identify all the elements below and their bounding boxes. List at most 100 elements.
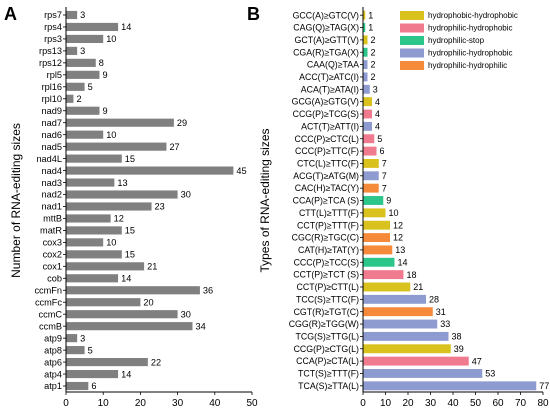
value-label: 5	[88, 82, 93, 92]
value-label: 3	[80, 10, 85, 20]
value-label: 18	[407, 270, 417, 280]
value-label: 15	[125, 250, 135, 260]
category-label: CAG(Q)≥TAG(X)	[293, 23, 359, 33]
bar-22	[66, 262, 145, 271]
value-label: 4	[375, 97, 380, 107]
value-label: 12	[393, 233, 403, 243]
category-label: CAC(H)≥TAC(Y)	[295, 183, 359, 193]
value-label: 15	[125, 226, 135, 236]
category-label: rps13	[39, 46, 62, 56]
category-label: ccmB	[39, 321, 62, 331]
legend-label: hydrophilic-hydrophilic	[428, 61, 507, 70]
value-label: 31	[436, 307, 446, 317]
category-label: rps3	[44, 34, 62, 44]
x-tick-label: 30	[172, 398, 184, 409]
value-label: 28	[429, 294, 439, 304]
bar-4	[66, 46, 78, 55]
category-label: atp9	[44, 333, 62, 343]
bar-9	[363, 109, 372, 119]
value-label: 53	[485, 369, 495, 379]
bar-20	[66, 238, 104, 247]
category-label: nad4L	[36, 154, 62, 164]
category-label: GCC(A)≥GTC(V)	[293, 10, 359, 20]
category-label: rpl10	[42, 94, 62, 104]
category-label: CTC(L)≥TTC(F)	[297, 159, 359, 169]
bar-19	[363, 233, 390, 243]
bar-25	[363, 307, 433, 317]
value-label: 33	[440, 319, 450, 329]
value-label: 34	[195, 321, 205, 331]
category-label: CCC(P)≥TCC(S)	[294, 257, 359, 267]
bar-23	[363, 282, 411, 292]
value-label: 9	[386, 196, 391, 206]
category-label: TCG(S)≥TTG(L)	[296, 331, 360, 341]
bar-11	[363, 134, 375, 144]
panel-label: A	[4, 4, 17, 24]
bar-4	[363, 47, 368, 57]
bar-12	[363, 146, 377, 156]
value-label: 2	[371, 72, 376, 82]
bar-15	[66, 178, 115, 187]
category-label: CCT(P)≥TCT (S)	[293, 270, 359, 280]
value-label: 45	[236, 166, 246, 176]
bar-25	[66, 298, 141, 307]
bar-26	[363, 319, 438, 329]
bar-23	[66, 274, 119, 283]
value-label: 1	[368, 10, 373, 20]
bar-26	[66, 310, 178, 319]
bar-16	[66, 190, 178, 199]
category-label: mttB	[43, 214, 62, 224]
value-label: 27	[169, 142, 179, 152]
category-label: cox1	[43, 262, 62, 272]
value-label: 39	[454, 344, 464, 354]
bar-18	[363, 220, 390, 230]
bar-17	[66, 202, 152, 211]
category-label: ccmFc	[35, 297, 62, 307]
category-label: nad1	[42, 202, 62, 212]
x-tick-label: 20	[135, 398, 147, 409]
bar-18	[66, 214, 111, 223]
category-label: ACG(T)≥ATG(M)	[293, 171, 359, 181]
category-label: CAA(Q)≥TAA	[307, 60, 359, 70]
bar-10	[66, 118, 174, 127]
value-label: 3	[373, 84, 378, 94]
legend-label: hydrophobic-hydrophobic	[428, 11, 518, 20]
bar-6	[66, 70, 100, 79]
category-label: CCA(P)≥TCA (S)	[293, 196, 359, 206]
category-label: atp6	[44, 357, 62, 367]
value-label: 14	[121, 22, 131, 32]
x-tick-label: 70	[515, 398, 527, 409]
value-label: 77	[539, 381, 549, 391]
bar-5	[66, 58, 96, 67]
bar-22	[363, 270, 404, 280]
category-label: nad2	[42, 190, 62, 200]
category-label: TCC(S)≥TTC(F)	[296, 294, 359, 304]
value-label: 9	[102, 70, 107, 80]
category-label: CCG(P)≥TCG(S)	[293, 109, 359, 119]
bar-30	[66, 358, 148, 367]
bar-11	[66, 130, 104, 139]
value-label: 36	[203, 285, 213, 295]
category-label: nad6	[42, 130, 62, 140]
value-label: 2	[371, 47, 376, 57]
bar-13	[363, 158, 379, 168]
category-label: CGG(R)≥TGG(W)	[289, 319, 359, 329]
category-label: TCT(S)≥TTT(F)	[298, 369, 359, 379]
value-label: 29	[177, 118, 187, 128]
value-label: 14	[121, 274, 131, 284]
bar-28	[66, 334, 78, 343]
bar-9	[66, 106, 100, 115]
value-label: 3	[80, 46, 85, 56]
value-label: 12	[393, 220, 403, 230]
bar-29	[363, 356, 469, 366]
legend-label: hydrophilic-hydrophobic	[428, 24, 513, 33]
bar-14	[66, 166, 234, 175]
value-label: 22	[151, 357, 161, 367]
category-label: nad5	[42, 142, 62, 152]
x-tick-label: 0	[360, 398, 366, 409]
value-label: 30	[181, 190, 191, 200]
value-label: 1	[368, 23, 373, 33]
value-label: 5	[88, 345, 93, 355]
x-tick-label: 60	[492, 398, 504, 409]
